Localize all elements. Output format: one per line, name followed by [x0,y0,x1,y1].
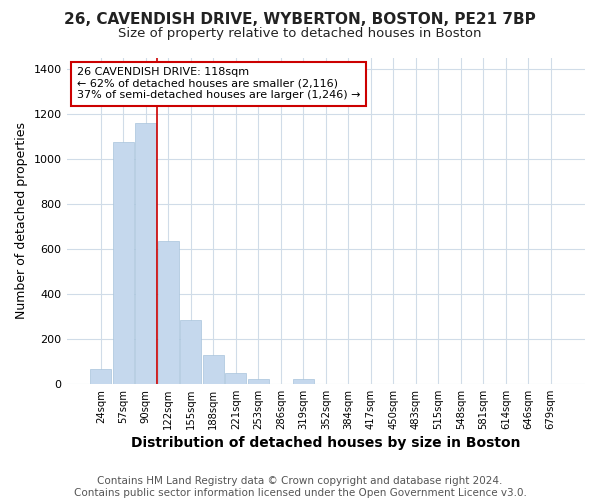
Text: 26, CAVENDISH DRIVE, WYBERTON, BOSTON, PE21 7BP: 26, CAVENDISH DRIVE, WYBERTON, BOSTON, P… [64,12,536,28]
Bar [113,142,134,384]
Bar [158,241,179,384]
X-axis label: Distribution of detached houses by size in Boston: Distribution of detached houses by size … [131,436,521,450]
Bar [293,380,314,384]
Y-axis label: Number of detached properties: Number of detached properties [15,122,28,319]
Bar [203,354,224,384]
Bar [135,123,157,384]
Bar [248,380,269,384]
Text: Size of property relative to detached houses in Boston: Size of property relative to detached ho… [118,28,482,40]
Text: Contains HM Land Registry data © Crown copyright and database right 2024.
Contai: Contains HM Land Registry data © Crown c… [74,476,526,498]
Bar [90,369,112,384]
Bar [180,320,202,384]
Bar [225,373,247,384]
Text: 26 CAVENDISH DRIVE: 118sqm
← 62% of detached houses are smaller (2,116)
37% of s: 26 CAVENDISH DRIVE: 118sqm ← 62% of deta… [77,68,361,100]
